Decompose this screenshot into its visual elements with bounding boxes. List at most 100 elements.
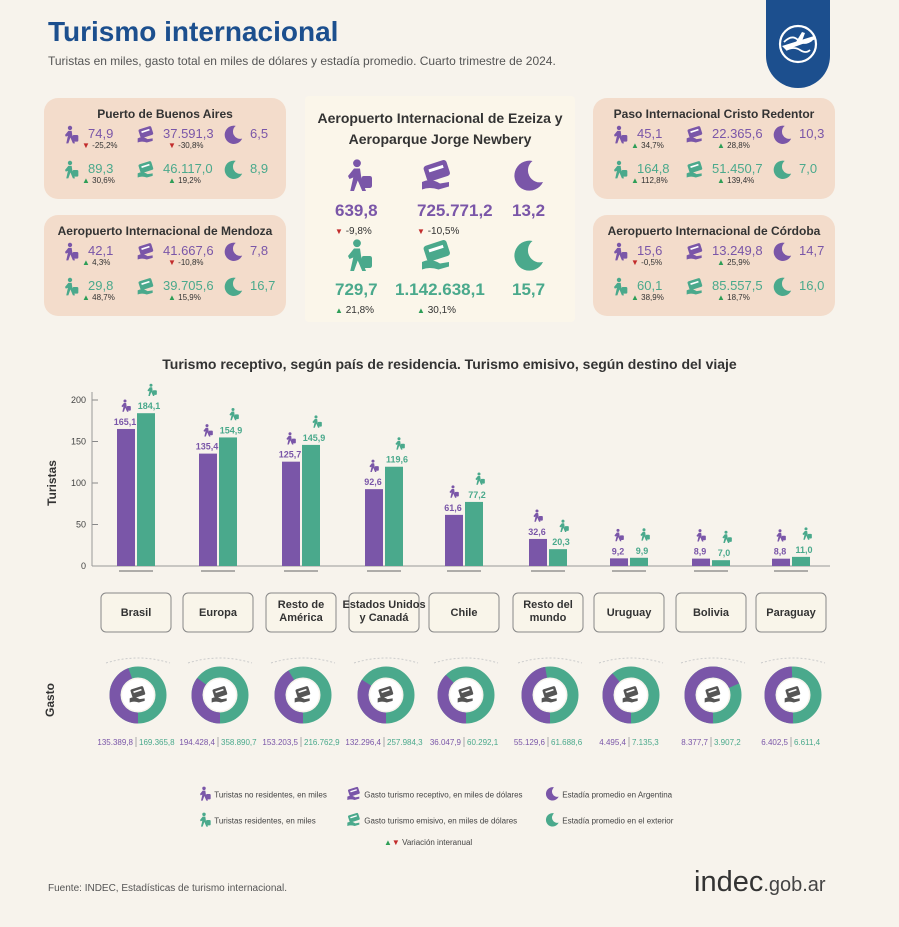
gasto-change: ▲ 28,8% bbox=[717, 141, 750, 150]
bar-emisivo bbox=[385, 466, 403, 566]
bar-value-label: 20,3 bbox=[552, 537, 570, 547]
moon-icon bbox=[544, 786, 560, 804]
bar-receptivo bbox=[610, 558, 628, 566]
category-label: Brasil bbox=[121, 607, 152, 619]
gasto-receptivo-label: 6.402,5 bbox=[761, 738, 788, 747]
bar-value-label: 8,9 bbox=[694, 547, 707, 557]
tourist-icon bbox=[609, 125, 629, 150]
tourist-icon bbox=[696, 529, 706, 542]
spending-icon bbox=[346, 786, 362, 804]
gasto-emisivo-label: 3.907,2 bbox=[714, 738, 741, 747]
bar-value-label: 61,6 bbox=[444, 503, 462, 513]
category-label: Europa bbox=[199, 607, 238, 619]
tourist-icon bbox=[121, 399, 131, 412]
gasto-value: 37.591,3 bbox=[163, 126, 214, 141]
bar-receptivo bbox=[365, 489, 383, 566]
bar-receptivo bbox=[772, 558, 790, 566]
gasto-emisivo-label: 358.890,7 bbox=[221, 738, 257, 747]
gasto-change: ▲ 18,7% bbox=[717, 293, 750, 302]
legend-gasto-emisivo: Gasto turismo emisivo, en miles de dólar… bbox=[346, 812, 517, 830]
gasto-emisivo-label: 61.688,6 bbox=[551, 738, 583, 747]
bar-value-label: 9,2 bbox=[612, 546, 625, 556]
turistas-change: ▼ -0,5% bbox=[631, 258, 663, 267]
gasto-receptivo-label: 8.377,7 bbox=[681, 738, 708, 747]
gasto-change: ▼ -10,8% bbox=[168, 258, 204, 267]
turistas-value: 74,9 bbox=[88, 126, 114, 141]
bar-value-label: 125,7 bbox=[279, 450, 302, 460]
y-tick-label: 100 bbox=[71, 478, 86, 488]
bar-value-label: 165,1 bbox=[114, 417, 137, 427]
moon-icon bbox=[771, 241, 793, 268]
donut-receptivo bbox=[357, 666, 415, 724]
card-title: Aeropuerto Internacional de Mendoza bbox=[57, 224, 273, 238]
donut-arc bbox=[598, 657, 664, 664]
center-emisivo-gasto-change: ▲ 30,1% bbox=[417, 305, 457, 316]
category-box bbox=[428, 592, 500, 633]
tourist-icon bbox=[339, 158, 375, 199]
globe-plane-icon bbox=[778, 24, 818, 64]
legend-variacion: ▲▼ Variación interanual bbox=[384, 838, 473, 847]
estadia-value: 10,3 bbox=[799, 126, 825, 141]
legend-tourist-resident: Turistas residentes, en miles bbox=[196, 812, 316, 830]
tourist-icon bbox=[339, 238, 375, 279]
bar-value-label: 145,9 bbox=[303, 433, 326, 443]
turistas-value: 89,3 bbox=[88, 161, 114, 176]
bar-value-label: 135,4 bbox=[196, 442, 219, 452]
spending-icon bbox=[784, 686, 801, 703]
turistas-change: ▲ 30,6% bbox=[82, 176, 115, 185]
category-label: mundo bbox=[530, 612, 567, 624]
bar-receptivo bbox=[529, 538, 547, 566]
gasto-receptivo-label: 55.129,6 bbox=[514, 738, 546, 747]
card-cordoba: Aeropuerto Internacional de Córdoba 15,6 ▼… bbox=[593, 215, 835, 316]
center-receptivo-estadia: 13,2 bbox=[512, 201, 546, 220]
gasto-receptivo-label: 132.296,4 bbox=[345, 738, 381, 747]
moon-icon bbox=[544, 812, 560, 830]
y-tick-label: 200 bbox=[71, 395, 86, 405]
tourist-icon bbox=[475, 472, 485, 485]
center-receptivo-turistas-change: ▼ -9,8% bbox=[335, 226, 372, 237]
donut-arc bbox=[353, 657, 419, 664]
category-label: América bbox=[279, 612, 323, 624]
center-emisivo-turistas-change: ▲ 21,8% bbox=[335, 305, 375, 316]
moon-icon bbox=[222, 276, 244, 303]
tourist-icon bbox=[60, 242, 80, 267]
category-label: Paraguay bbox=[766, 607, 816, 619]
tourist-icon bbox=[533, 509, 543, 522]
category-box bbox=[675, 592, 747, 633]
gasto-change: ▲ 19,2% bbox=[168, 176, 201, 185]
bar-value-label: 11,0 bbox=[795, 545, 812, 555]
estadia-value: 14,7 bbox=[799, 243, 825, 258]
center-receptivo-turistas: 639,8 bbox=[335, 201, 378, 220]
chart-title: Turismo receptivo, según país de residen… bbox=[162, 356, 737, 372]
bar-value-label: 9,9 bbox=[636, 546, 649, 556]
bar-value-label: 7,0 bbox=[718, 548, 731, 558]
tourist-icon bbox=[196, 786, 212, 804]
bar-receptivo bbox=[199, 453, 217, 566]
donut-arc bbox=[433, 657, 499, 664]
tourist-icon bbox=[722, 530, 732, 544]
gasto-emisivo-label: 169.365,8 bbox=[139, 738, 175, 747]
gasto-axis-label: Gasto bbox=[43, 683, 57, 717]
center-receptivo-gasto-change: ▼ -10,5% bbox=[417, 226, 460, 237]
center-receptivo-gasto: 725.771,2 bbox=[417, 201, 493, 220]
card-buenos-aires: Puerto de Buenos Aires 74,9 ▼ -25,2% 37.591… bbox=[44, 98, 286, 199]
category-box bbox=[755, 592, 827, 633]
spending-icon bbox=[457, 686, 474, 703]
spending-icon bbox=[419, 158, 455, 199]
donut-receptivo bbox=[521, 666, 579, 724]
turistas-change: ▲ 48,7% bbox=[82, 293, 115, 302]
gasto-receptivo-label: 36.047,9 bbox=[430, 738, 462, 747]
bar-emisivo bbox=[137, 413, 155, 566]
turistas-change: ▲ 34,7% bbox=[631, 141, 664, 150]
card-title: Aeropuerto Internacional de Córdoba bbox=[607, 224, 821, 238]
card-mendoza: Aeropuerto Internacional de Mendoza 42,1 ▲… bbox=[44, 215, 286, 316]
y-tick-label: 150 bbox=[71, 437, 86, 447]
turistas-change: ▼ -25,2% bbox=[82, 141, 118, 150]
tourist-icon bbox=[60, 160, 80, 185]
gasto-receptivo-label: 135.389,8 bbox=[97, 738, 133, 747]
gasto-emisivo-label: 60.292,1 bbox=[467, 738, 499, 747]
donut-arc bbox=[680, 657, 746, 664]
moon-icon bbox=[222, 241, 244, 268]
gasto-emisivo-label: 7.135,3 bbox=[632, 738, 659, 747]
